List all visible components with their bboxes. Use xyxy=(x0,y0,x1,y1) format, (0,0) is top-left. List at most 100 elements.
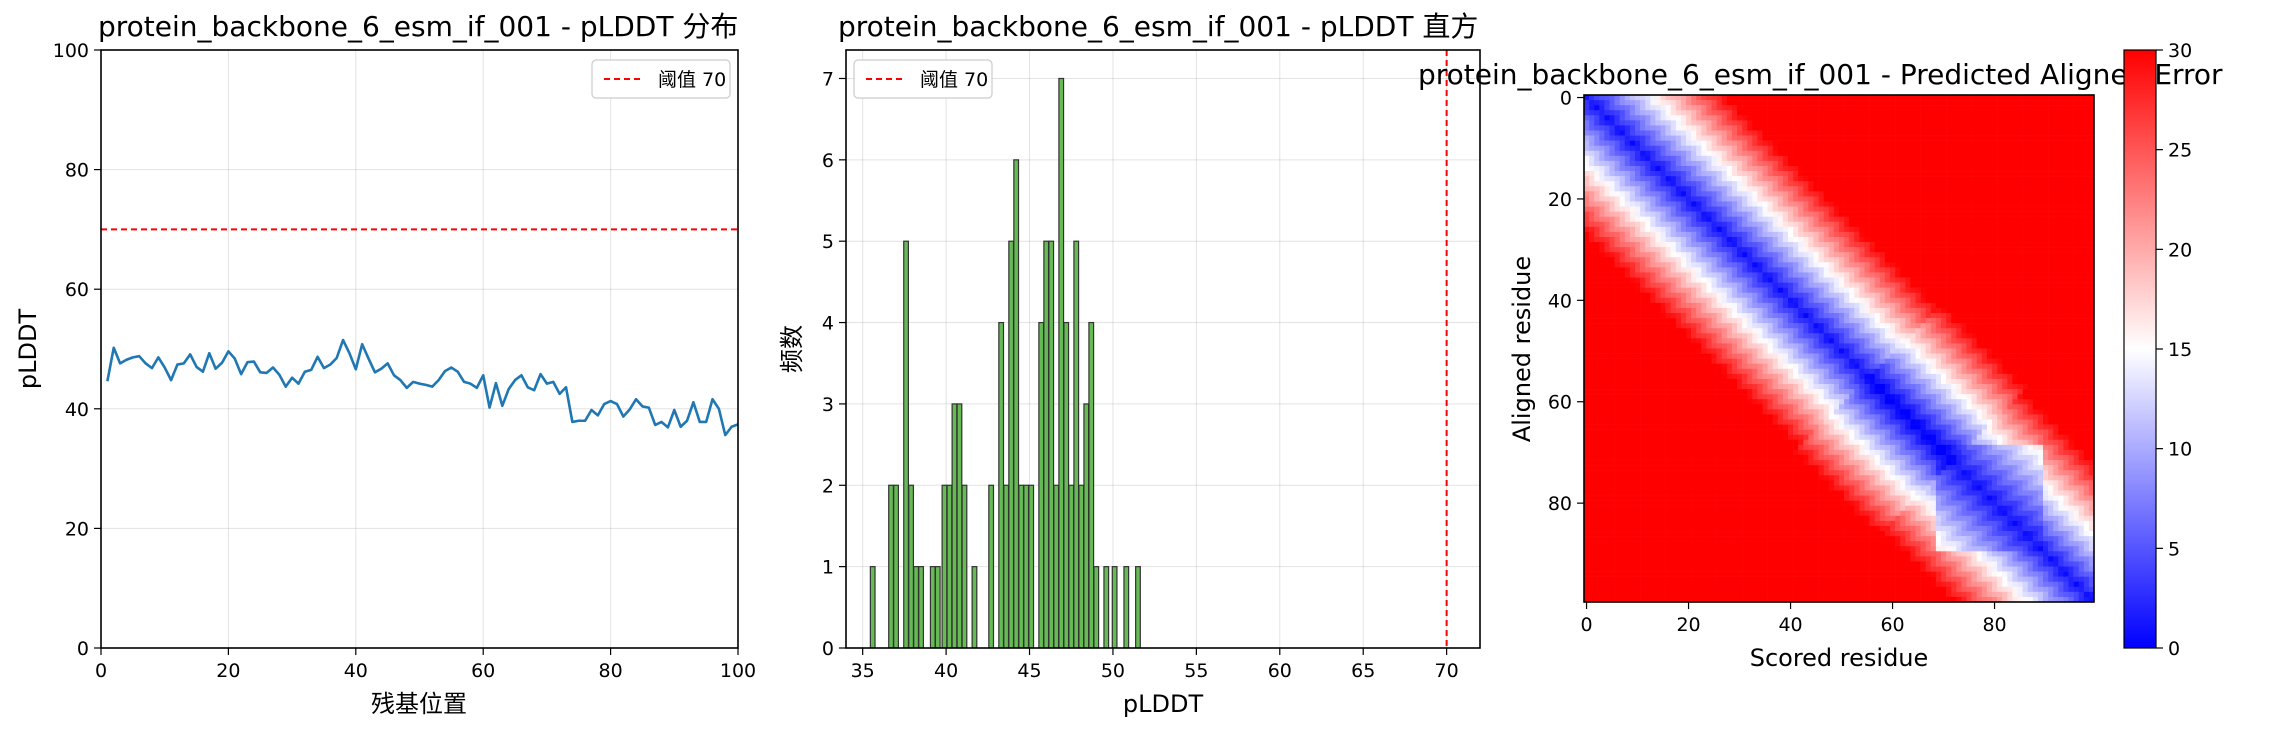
heatmap-cell xyxy=(1813,171,1819,177)
heatmap-cell xyxy=(1762,257,1768,263)
heatmap-cell xyxy=(1956,140,1962,146)
heatmap-cell xyxy=(1961,100,1967,106)
heatmap-cell xyxy=(1849,140,1855,146)
heatmap-cell xyxy=(1844,130,1850,136)
heatmap-cell xyxy=(1951,313,1957,319)
heatmap-cell xyxy=(1823,292,1830,299)
heatmap-cell xyxy=(1675,313,1682,319)
heatmap-cell xyxy=(1833,206,1840,212)
heatmap-cell xyxy=(1844,272,1850,278)
heatmap-cell xyxy=(1951,236,1957,243)
heatmap-cell xyxy=(1604,292,1610,299)
heatmap-cell xyxy=(2043,110,2049,116)
heatmap-cell xyxy=(1742,262,1748,268)
heatmap-cell xyxy=(1655,282,1661,288)
heatmap-cell xyxy=(1731,206,1738,212)
heatmap-cell xyxy=(1910,196,1916,202)
heatmap-cell xyxy=(1981,257,1988,263)
heatmap-cell xyxy=(1798,318,1804,324)
heatmap-cell xyxy=(1879,318,1886,324)
heatmap-cell xyxy=(1609,257,1615,263)
heatmap-cell xyxy=(1854,272,1860,278)
heatmap-cell xyxy=(1925,196,1932,202)
heatmap-cell xyxy=(2007,318,2013,324)
heatmap-cell xyxy=(1879,262,1886,268)
heatmap-cell xyxy=(1981,247,1988,253)
heatmap-cell xyxy=(1935,125,1942,131)
heatmap-cell xyxy=(1788,277,1794,283)
heatmap-cell xyxy=(2088,145,2095,152)
heatmap-cell xyxy=(1680,150,1687,157)
heatmap-cell xyxy=(1976,333,1983,339)
heatmap-cell xyxy=(1604,150,1610,157)
heatmap-cell xyxy=(1747,181,1753,187)
heatmap-cell xyxy=(1701,110,1707,116)
heatmap-cell xyxy=(1645,297,1651,304)
heatmap-cell xyxy=(1599,292,1605,299)
heatmap-cell xyxy=(1986,206,1993,212)
heatmap-cell xyxy=(2083,277,2090,283)
heatmap-cell xyxy=(1823,252,1830,258)
heatmap-cell xyxy=(1706,125,1712,131)
heatmap-cell xyxy=(1879,252,1886,258)
heatmap-cell xyxy=(2007,307,2013,314)
heatmap-cell xyxy=(1823,216,1830,223)
heatmap-cell xyxy=(1655,231,1661,238)
heatmap-cell xyxy=(2037,297,2044,304)
heatmap-cell xyxy=(2002,302,2008,309)
heatmap-cell xyxy=(1833,211,1840,217)
heatmap-cell xyxy=(1854,95,1860,101)
heatmap-cell xyxy=(1961,328,1967,334)
heatmap-cell xyxy=(1706,297,1712,304)
heatmap-cell xyxy=(1691,171,1697,177)
heatmap-cell xyxy=(1686,171,1692,177)
heatmap-cell xyxy=(1655,292,1661,299)
heatmap-cell xyxy=(1864,160,1870,167)
heatmap-cell xyxy=(1910,328,1916,334)
heatmap-cell xyxy=(2027,272,2034,278)
heatmap-cell xyxy=(1935,313,1942,319)
heatmap-cell xyxy=(2073,297,2079,304)
heatmap-cell xyxy=(1803,333,1809,339)
heatmap-cell xyxy=(1874,186,1881,192)
heatmap-cell xyxy=(1629,201,1636,207)
heatmap-cell xyxy=(1670,313,1677,319)
heatmap-cell xyxy=(1726,242,1733,248)
heatmap-cell xyxy=(1839,252,1845,258)
panel2-legend-box xyxy=(853,59,993,99)
heatmap-cell xyxy=(1716,277,1722,283)
heatmap-cell xyxy=(1844,216,1850,223)
heatmap-cell xyxy=(2063,186,2069,192)
heatmap-cell xyxy=(1956,297,1962,304)
heatmap-cell xyxy=(1721,140,1728,146)
heatmap-cell xyxy=(1823,231,1830,238)
heatmap-cell xyxy=(1721,206,1728,212)
heatmap-cell xyxy=(1935,333,1942,339)
heatmap-cell xyxy=(1828,130,1835,136)
heatmap-cell xyxy=(1594,338,1600,344)
heatmap-cell xyxy=(1890,155,1896,162)
heatmap-cell xyxy=(1839,307,1845,314)
heatmap-cell xyxy=(1849,221,1855,228)
heatmap-cell xyxy=(1849,135,1855,141)
heatmap-cell xyxy=(1599,120,1605,126)
heatmap-cell xyxy=(1701,302,1707,309)
heatmap-cell xyxy=(1619,257,1626,263)
heatmap-cell xyxy=(1935,160,1942,167)
heatmap-cell xyxy=(1686,252,1692,258)
heatmap-cell xyxy=(1599,221,1605,228)
heatmap-cell xyxy=(1716,323,1722,329)
heatmap-cell xyxy=(2032,282,2039,288)
heatmap-cell xyxy=(1629,125,1636,131)
heatmap-cell xyxy=(1981,328,1988,334)
heatmap-cell xyxy=(1589,150,1595,157)
heatmap-cell xyxy=(1665,262,1671,268)
heatmap-cell xyxy=(1890,130,1896,136)
heatmap-cell xyxy=(1844,267,1850,273)
heatmap-cell xyxy=(1614,318,1620,324)
heatmap-cell xyxy=(1920,176,1926,182)
heatmap-cell xyxy=(1920,181,1926,187)
heatmap-cell xyxy=(2078,110,2085,116)
heatmap-cell xyxy=(2017,135,2023,141)
heatmap-cell xyxy=(2012,333,2018,339)
